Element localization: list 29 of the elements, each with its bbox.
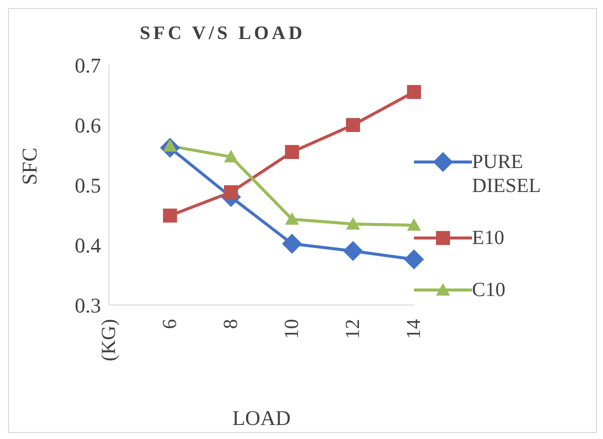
legend-label: C10	[472, 278, 506, 302]
y-axis-title: SFC	[17, 148, 42, 185]
x-tick-label: 12	[342, 319, 364, 339]
x-axis-title: LOAD	[232, 406, 291, 430]
point	[224, 185, 238, 200]
y-tick-label: 0.7	[74, 53, 101, 78]
legend-label: PURE DIESEL	[472, 150, 542, 198]
y-tick-label: 0.6	[74, 113, 101, 138]
x-tick-label: 14	[403, 319, 425, 339]
point	[282, 234, 302, 254]
point	[407, 85, 421, 99]
point	[224, 150, 238, 162]
point	[346, 217, 360, 230]
point	[407, 218, 421, 231]
y-tick-label: 0.3	[74, 293, 101, 318]
x-tick-label: 10	[281, 319, 303, 339]
x-tick-label: 8	[220, 319, 242, 329]
legend-label: E10	[472, 226, 506, 250]
point	[404, 249, 424, 270]
y-tick-label: 0.5	[74, 173, 101, 198]
point	[163, 208, 177, 223]
point	[343, 241, 363, 261]
point	[285, 212, 299, 225]
chart-title: SFC V/S LOAD	[138, 23, 306, 45]
x-tick-label: 6	[159, 319, 181, 329]
x-tick-label: (KG)	[98, 319, 120, 362]
point	[346, 118, 360, 132]
point	[285, 145, 299, 159]
y-tick-label: 0.4	[74, 233, 102, 258]
